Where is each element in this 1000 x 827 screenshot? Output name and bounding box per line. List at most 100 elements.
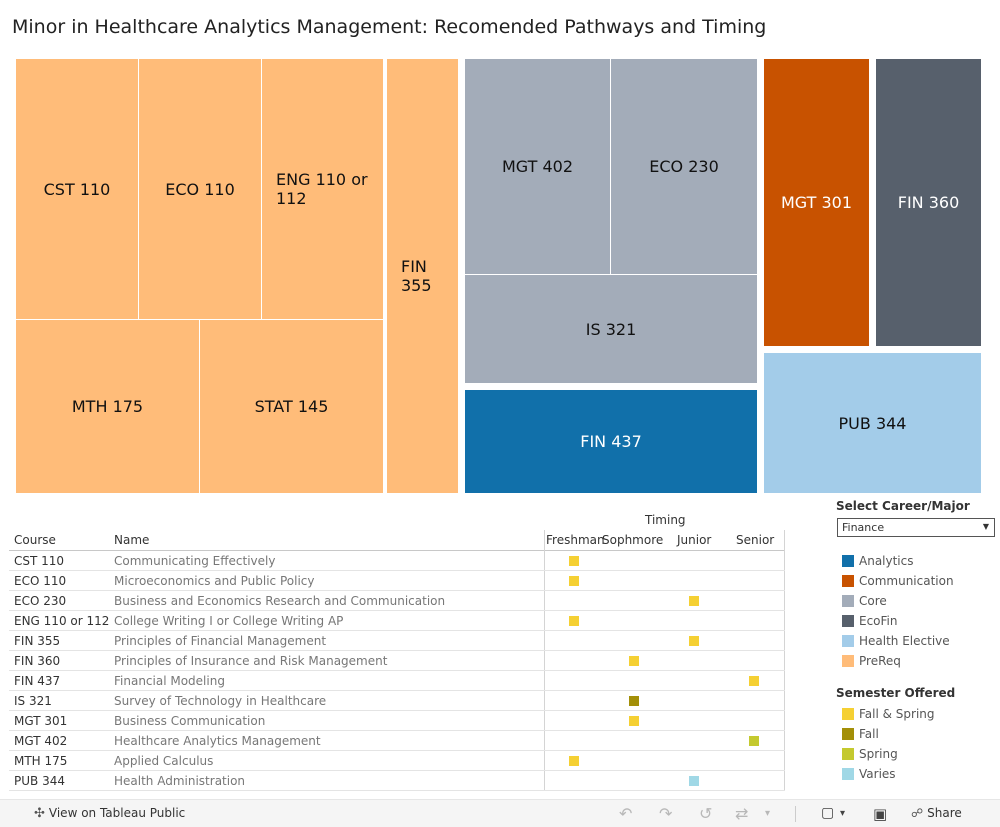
timing-header: Timing: [645, 513, 686, 527]
timing-mark[interactable]: [689, 636, 699, 646]
redo-icon[interactable]: ↷: [659, 804, 673, 823]
table-row[interactable]: CST 110 Communicating Effectively: [9, 551, 785, 571]
revert-icon[interactable]: ↺: [699, 804, 713, 823]
course-name: College Writing I or College Writing AP: [114, 614, 344, 628]
tableau-logo-icon: ✣: [34, 806, 45, 821]
share-button[interactable]: ☍ Share: [911, 806, 962, 820]
course-name: Principles of Insurance and Risk Managem…: [114, 654, 388, 668]
course-name: Business Communication: [114, 714, 266, 728]
legend-label: Spring: [859, 747, 898, 761]
legend-swatch: [842, 635, 854, 647]
treemap-cell[interactable]: FIN 355: [387, 59, 458, 493]
refresh-icon[interactable]: ⇄: [735, 804, 749, 823]
treemap-cell[interactable]: MGT 301: [764, 59, 869, 346]
legend-label: Health Elective: [859, 634, 950, 648]
table-row[interactable]: MGT 402 Healthcare Analytics Management: [9, 731, 785, 751]
name-column-header: Name: [114, 533, 150, 547]
career-major-select[interactable]: Finance ▼: [837, 518, 995, 537]
chevron-down-icon[interactable]: ▾: [840, 808, 846, 819]
sophmore-column-header: Sophmore: [602, 533, 664, 547]
column-divider: [784, 530, 785, 790]
select-value: Finance: [842, 521, 885, 534]
timing-mark[interactable]: [569, 616, 579, 626]
treemap-cell[interactable]: ENG 110 or 112: [262, 59, 383, 319]
timing-mark[interactable]: [689, 596, 699, 606]
treemap-cell-label: FIN 355: [401, 257, 432, 295]
footer-toolbar: ✣ View on Tableau Public ↶ ↷ ↺ ⇄ ▾ ▢ ▾ ▣ …: [0, 799, 1000, 827]
timing-mark[interactable]: [629, 656, 639, 666]
treemap-cell-label: MTH 175: [71, 397, 144, 416]
legend-swatch: [842, 555, 854, 567]
course-code: IS 321: [14, 694, 52, 708]
page-title: Minor in Healthcare Analytics Management…: [12, 16, 767, 38]
table-row[interactable]: ECO 110 Microeconomics and Public Policy: [9, 571, 785, 591]
view-on-tableau-link[interactable]: ✣ View on Tableau Public: [34, 806, 186, 821]
treemap-cell-label: ECO 230: [649, 157, 719, 176]
legend-label: Fall & Spring: [859, 707, 935, 721]
share-icon: ☍: [911, 806, 924, 820]
table-row[interactable]: MTH 175 Applied Calculus: [9, 751, 785, 771]
course-name: Business and Economics Research and Comm…: [114, 594, 446, 608]
course-name: Applied Calculus: [114, 754, 214, 768]
table-row[interactable]: FIN 355 Principles of Financial Managemen…: [9, 631, 785, 651]
legend-label: Varies: [859, 767, 896, 781]
comment-icon[interactable]: ▢: [821, 805, 835, 821]
course-code: ECO 230: [14, 594, 67, 608]
table-row[interactable]: FIN 437 Financial Modeling: [9, 671, 785, 691]
timing-mark[interactable]: [689, 776, 699, 786]
course-name: Health Administration: [114, 774, 246, 788]
course-code: MGT 402: [14, 734, 68, 748]
fullscreen-icon[interactable]: ▣: [873, 805, 888, 823]
pause-dropdown-icon[interactable]: ▾: [765, 808, 771, 819]
semester-legend-title: Semester Offered: [836, 686, 956, 700]
treemap-cell[interactable]: PUB 344: [764, 353, 981, 493]
treemap-cell[interactable]: MTH 175: [16, 320, 199, 493]
timing-mark[interactable]: [629, 716, 639, 726]
course-code: CST 110: [14, 554, 65, 568]
table-row[interactable]: FIN 360 Principles of Insurance and Risk …: [9, 651, 785, 671]
course-code: MTH 175: [14, 754, 68, 768]
legend-swatch: [842, 655, 854, 667]
freshman-column-header: Freshman: [546, 533, 605, 547]
course-code: FIN 355: [14, 634, 61, 648]
treemap-cell-label: STAT 145: [254, 397, 329, 416]
treemap-cell-label: ENG 110 or 112: [276, 170, 368, 208]
course-column-header: Course: [14, 533, 56, 547]
timing-mark[interactable]: [629, 696, 639, 706]
treemap-cell[interactable]: IS 321: [465, 275, 757, 383]
timing-mark[interactable]: [569, 756, 579, 766]
treemap-cell-label: FIN 360: [897, 193, 960, 212]
course-name: Communicating Effectively: [114, 554, 276, 568]
treemap-cell-label: MGT 402: [501, 157, 574, 176]
timing-mark[interactable]: [569, 556, 579, 566]
timing-mark[interactable]: [749, 736, 759, 746]
treemap-cell[interactable]: ECO 110: [139, 59, 261, 319]
treemap-cell[interactable]: ECO 230: [611, 59, 757, 274]
table-row[interactable]: PUB 344 Health Administration: [9, 771, 785, 791]
legend-swatch: [842, 768, 854, 780]
treemap-cell[interactable]: CST 110: [16, 59, 138, 319]
treemap-cell[interactable]: FIN 360: [876, 59, 981, 346]
legend-label: PreReq: [859, 654, 901, 668]
course-code: MGT 301: [14, 714, 68, 728]
course-code: ECO 110: [14, 574, 67, 588]
treemap-cell-label: PUB 344: [838, 413, 907, 433]
legend-swatch: [842, 595, 854, 607]
legend-label: Analytics: [859, 554, 914, 568]
treemap-cell[interactable]: STAT 145: [200, 320, 383, 493]
course-name: Principles of Financial Management: [114, 634, 327, 648]
course-code: FIN 360: [14, 654, 61, 668]
table-row[interactable]: ECO 230 Business and Economics Research a…: [9, 591, 785, 611]
legend-label: Core: [859, 594, 887, 608]
treemap-cell[interactable]: MGT 402: [465, 59, 610, 274]
table-row[interactable]: ENG 110 or 112 College Writing I or Colle…: [9, 611, 785, 631]
legend-swatch: [842, 728, 854, 740]
treemap-cell-label: FIN 437: [580, 432, 642, 451]
timing-mark[interactable]: [569, 576, 579, 586]
treemap-cell[interactable]: FIN 437: [465, 390, 757, 493]
table-row[interactable]: IS 321 Survey of Technology in Healthcare: [9, 691, 785, 711]
caret-down-icon: ▼: [982, 522, 989, 531]
undo-icon[interactable]: ↶: [619, 804, 633, 823]
timing-mark[interactable]: [749, 676, 759, 686]
table-row[interactable]: MGT 301 Business Communication: [9, 711, 785, 731]
